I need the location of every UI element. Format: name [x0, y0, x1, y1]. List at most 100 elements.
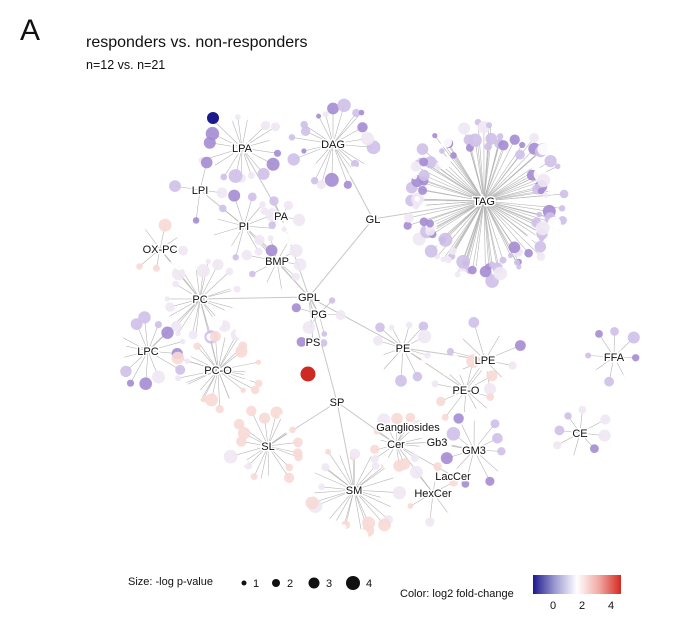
size-legend-value-4: 4	[366, 578, 372, 590]
lipid-species-node	[393, 459, 406, 472]
hub-label-gpl: GPL	[298, 292, 320, 304]
lipid-species-node	[225, 397, 237, 409]
spoke	[321, 143, 334, 185]
lipid-species-node	[130, 318, 143, 330]
lipid-species-node	[300, 126, 311, 136]
spoke	[483, 200, 486, 272]
lipid-species-node	[322, 111, 329, 118]
lipid-species-node	[441, 413, 449, 421]
spoke	[222, 208, 245, 227]
species-spokes	[119, 105, 636, 536]
lipid-species-node	[516, 264, 522, 270]
lipid-species-node	[497, 447, 506, 456]
hub-label-lpe: LPE	[475, 355, 496, 367]
lipid-species-node	[152, 370, 165, 384]
lipid-species-node	[479, 265, 492, 278]
lipid-species-node	[220, 173, 228, 181]
spoke	[211, 147, 243, 168]
lipid-species-node	[184, 358, 191, 365]
lipid-species-node	[247, 192, 257, 202]
color-legend-label: Color: log2 fold-change	[400, 588, 514, 600]
spoke	[484, 333, 501, 361]
hub-label-gm3: GM3	[462, 445, 486, 457]
lipid-species-node	[508, 252, 514, 259]
lipid-species-node	[300, 120, 309, 129]
lipid-species-node	[454, 271, 461, 278]
lipid-species-node	[136, 263, 143, 270]
lipid-species-node	[508, 241, 521, 254]
lipid-species-node	[569, 455, 577, 462]
spoke	[253, 445, 269, 477]
lipid-species-node	[424, 156, 437, 169]
spoke	[267, 445, 290, 479]
spoke	[217, 369, 249, 376]
spoke	[267, 445, 290, 468]
lipid-species-node	[418, 321, 429, 332]
lipid-species-node	[554, 425, 565, 436]
hub-label-pi: PI	[239, 221, 249, 233]
lipid-species-node	[479, 361, 491, 372]
spoke	[483, 188, 538, 202]
lipid-species-node	[488, 261, 496, 268]
lipid-species-node	[260, 207, 269, 216]
hub-link-pe-peo	[402, 347, 467, 391]
spoke	[483, 200, 493, 265]
spoke	[443, 143, 485, 202]
highlight-node-lpa	[207, 112, 219, 124]
spoke	[431, 200, 485, 227]
lipid-species-node	[497, 123, 508, 134]
spoke	[446, 141, 485, 202]
spoke	[119, 335, 149, 352]
lipid-species-node	[228, 169, 243, 183]
spoke	[304, 124, 334, 145]
lipid-species-node	[458, 122, 471, 135]
lipid-species-node	[337, 98, 351, 113]
spoke	[315, 489, 355, 507]
lipid-species-node	[499, 256, 507, 264]
lipid-species-node	[154, 321, 162, 329]
color-legend: 0 2 4	[533, 575, 621, 612]
spoke	[402, 347, 418, 377]
spoke	[332, 143, 349, 185]
hub-label-pa: PA	[274, 211, 289, 223]
spoke	[483, 139, 515, 202]
lipid-species-node	[327, 102, 339, 115]
lipid-species-node	[232, 254, 239, 261]
lipid-species-node	[373, 428, 380, 435]
spoke	[325, 467, 355, 491]
spoke	[402, 324, 410, 349]
lipid-species-node	[325, 517, 331, 523]
lipid-species-node	[291, 272, 300, 281]
spoke	[483, 200, 542, 240]
lipid-species-node	[421, 358, 427, 364]
spoke	[327, 451, 355, 491]
spoke	[235, 225, 245, 258]
lipid-species-node	[306, 162, 318, 174]
spoke	[314, 143, 334, 181]
hub-link-gl-gpl	[308, 218, 374, 298]
hub-label-pe: PE	[396, 343, 411, 355]
lipid-species-node	[412, 202, 420, 210]
lipid-species-node	[216, 187, 228, 199]
lipid-species-node	[466, 354, 480, 368]
spoke	[332, 127, 363, 145]
lipid-species-node	[140, 224, 147, 231]
spoke	[483, 166, 535, 202]
lipid-species-node	[434, 240, 440, 246]
lipid-species-node	[537, 173, 551, 188]
lipid-species-node	[537, 143, 549, 155]
spoke	[143, 227, 161, 250]
lipid-species-node	[285, 463, 294, 472]
spoke	[217, 369, 256, 391]
lipid-species-node	[534, 241, 547, 253]
spoke	[230, 116, 243, 149]
lipid-species-node	[287, 153, 300, 166]
lipid-species-node	[432, 133, 438, 139]
spoke	[353, 476, 398, 491]
lipid-species-node	[461, 480, 470, 488]
lipid-species-node	[265, 208, 279, 222]
lipid-species-node	[257, 167, 270, 180]
lipid-species-node	[410, 465, 423, 479]
lipid-species-node	[205, 126, 220, 141]
spoke	[483, 200, 540, 215]
